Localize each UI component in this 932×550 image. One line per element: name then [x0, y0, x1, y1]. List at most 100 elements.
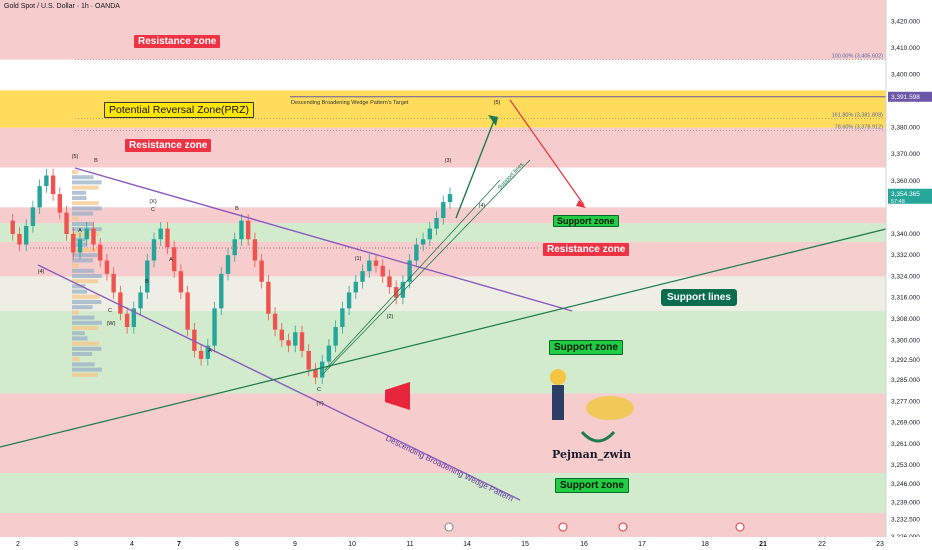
wave-label-2: (4) — [38, 269, 45, 275]
y-tick-label-20: 3,246.000 — [891, 481, 920, 488]
candle-body — [367, 260, 372, 272]
candle-body — [219, 273, 224, 309]
volume-bar — [72, 305, 93, 310]
wave-label-5: (X) — [149, 199, 157, 205]
candle-body — [97, 244, 103, 261]
price-axis[interactable]: 3,420.000 3,410.000 3,400.000 3,391.598 3,38… — [885, 0, 932, 550]
volume-bar — [72, 175, 94, 180]
wave-label-12: (1) — [355, 256, 362, 262]
volume-bar — [72, 274, 102, 278]
x-tick-label-0: 2 — [16, 541, 20, 548]
volume-bar — [72, 289, 88, 294]
candle-body — [434, 217, 439, 229]
y-tick-label-12: 3,308.000 — [891, 316, 920, 323]
candle-body — [118, 292, 123, 314]
event-icon-0 — [444, 522, 454, 532]
candle-body — [232, 239, 237, 256]
candle-body — [427, 228, 433, 240]
x-tick-label-14: 22 — [818, 541, 826, 548]
candle-body — [192, 329, 197, 351]
wave-label-8: C — [108, 308, 112, 314]
y-tick-label-4: 3,380.000 — [891, 125, 920, 132]
avatar-helmet — [550, 369, 566, 385]
prz-label: Potential Reversal Zone(PRZ) — [104, 102, 255, 118]
candle-body — [447, 194, 453, 203]
target-arrow-up — [455, 117, 496, 219]
candle-body — [212, 308, 217, 346]
zone-support-4 — [0, 223, 886, 242]
y-tick-label-1: 3,410.000 — [891, 45, 920, 52]
long-support-line — [0, 228, 887, 448]
volume-bar — [72, 294, 100, 299]
wave-label-7: A — [208, 348, 212, 354]
volume-bar — [72, 300, 102, 304]
wave-label-13: (2) — [387, 314, 394, 320]
y-tick-label-9: 3,332.000 — [891, 252, 920, 259]
event-icon-3 — [735, 522, 745, 532]
y-tick-label-6: 3,360.000 — [891, 178, 920, 185]
wave-label-0: (5) — [72, 154, 79, 160]
candle-body — [124, 313, 130, 327]
y-tick-label-8: 3,340.000 — [891, 231, 920, 238]
gold-pile-icon — [586, 396, 634, 420]
candle-body — [245, 220, 251, 240]
current-price-label: 3,354.365 — [891, 191, 920, 198]
y-tick-label-19: 3,253.000 — [891, 462, 920, 469]
x-tick-label-6: 10 — [348, 541, 356, 548]
zone-support-6 — [0, 311, 886, 394]
candles-layer — [10, 168, 453, 385]
candle-body — [225, 255, 231, 274]
candle-body — [178, 271, 184, 293]
candle-body — [151, 239, 157, 261]
volume-bar — [72, 357, 80, 362]
candle-body — [279, 329, 285, 341]
candle-body — [138, 292, 143, 309]
candle-body — [400, 281, 406, 298]
candle-body — [346, 292, 352, 309]
wave-labels: (5) B (4) A C (X) B A C (W) B A (1) (2) (3) (4) (5) C (Y) — [38, 100, 501, 407]
zone-resistance-7 — [0, 393, 886, 474]
target-price-tag — [888, 91, 932, 102]
resistance-zone-label-right: Resistance zone — [543, 243, 630, 256]
volume-bar — [72, 279, 99, 284]
wedge-target-label: Descending Broadening Wedge Pattern's Ta… — [291, 100, 409, 106]
wave-label-14: (3) — [445, 158, 452, 164]
volume-bar — [72, 341, 100, 346]
candle-body — [111, 273, 116, 293]
fib-levels: 100.00% (3,405.602) 161.80% (3,381.808) 78… — [30, 54, 886, 249]
target-arrow-down-head — [576, 200, 586, 208]
wave-label-10: B — [145, 279, 149, 285]
fib-label-1: 161.80% (3,381.808) — [832, 112, 884, 118]
x-tick-label-7: 11 — [406, 541, 413, 548]
volume-bar — [72, 222, 94, 226]
support-zone-label-bottom: Support zone — [555, 478, 629, 493]
megaphone-icon — [385, 382, 410, 410]
candle-body — [50, 175, 56, 195]
zone-support-8 — [0, 473, 886, 514]
y-tick-label-16: 3,277.000 — [891, 398, 920, 405]
x-tick-label-8: 14 — [463, 541, 471, 548]
y-tick-label-5: 3,370.000 — [891, 151, 920, 158]
y-tick-label-22: 3,232.500 — [891, 517, 920, 524]
support-line-b — [324, 179, 501, 371]
y-tick-label-0: 3,420.000 — [891, 18, 920, 25]
time-axis[interactable]: 2 3 4 7 8 9 10 11 14 15 16 17 18 21 22 23 — [0, 522, 932, 550]
volume-bar — [72, 336, 88, 341]
target-arrow-down — [509, 99, 585, 206]
candle-body — [37, 186, 42, 208]
support-line-a — [321, 159, 531, 376]
volume-bar — [72, 367, 102, 372]
wave-label-11: A — [169, 257, 173, 263]
volume-bar — [72, 263, 79, 268]
brand-swoosh — [580, 430, 616, 443]
candle-body — [10, 220, 15, 234]
candle-body — [104, 260, 110, 274]
candle-body — [185, 292, 190, 330]
wave-label-4: C — [151, 207, 155, 213]
candle-body — [313, 369, 318, 378]
candle-body — [387, 276, 392, 288]
fib-label-2: 78.60% (3,378.912) — [835, 125, 883, 131]
volume-bar — [72, 331, 85, 336]
support-zone-label-small: Support zone — [553, 215, 619, 227]
